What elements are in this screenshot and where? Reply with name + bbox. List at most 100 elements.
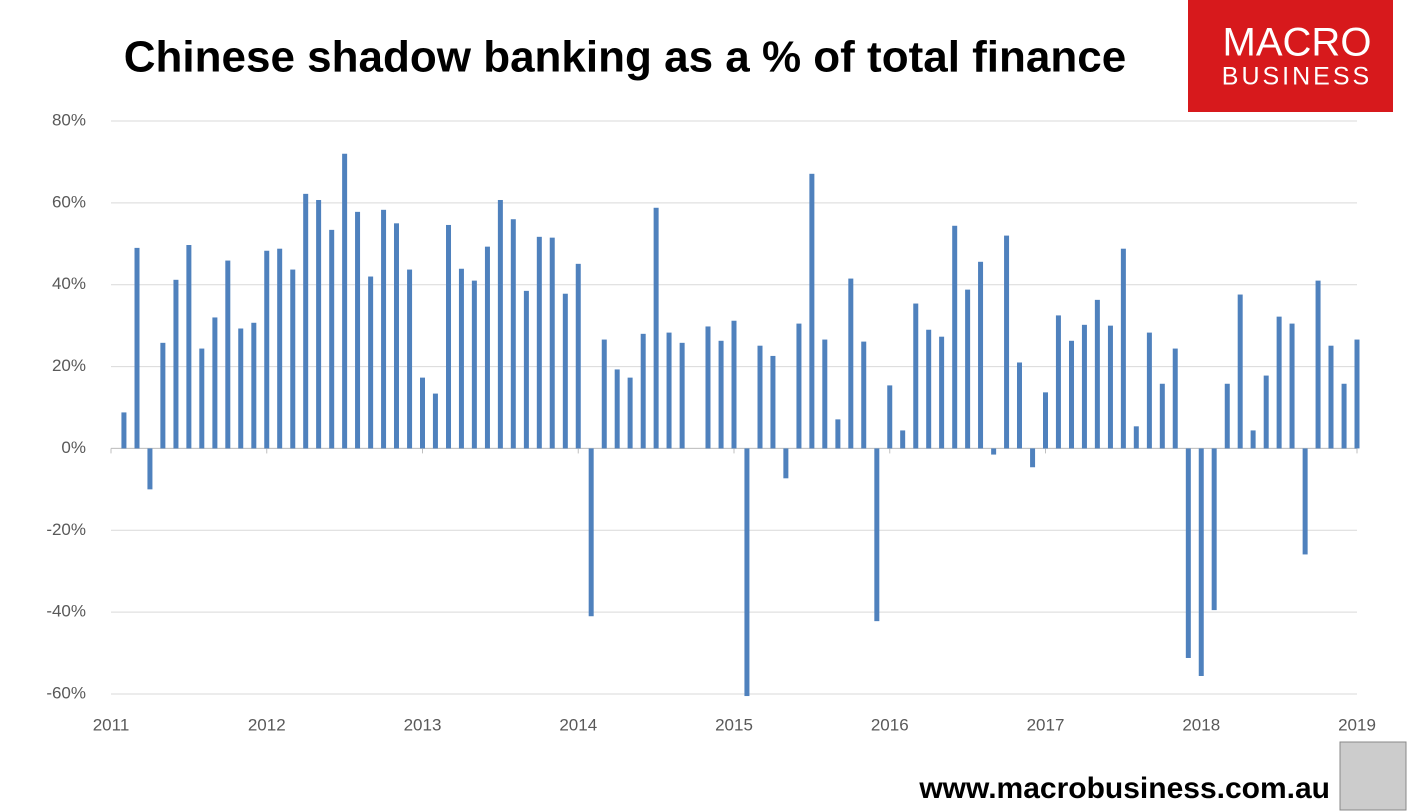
y-tick-label: -20%	[46, 520, 86, 539]
bar	[1094, 299, 1100, 449]
bar	[1211, 448, 1217, 611]
bar	[1263, 375, 1269, 449]
logo-text: BUSINESS	[1222, 63, 1372, 91]
bar	[355, 211, 361, 449]
bar	[420, 377, 425, 449]
bar	[757, 345, 763, 449]
x-tick-label: 2017	[1027, 715, 1065, 734]
bar	[1328, 345, 1334, 449]
bar	[588, 448, 594, 617]
bar	[926, 329, 932, 449]
bar	[1302, 448, 1308, 555]
bar	[1341, 383, 1347, 449]
bar	[1043, 392, 1048, 449]
bar	[796, 323, 802, 449]
x-tick-label: 2019	[1338, 715, 1376, 734]
bar	[251, 322, 257, 449]
bar	[277, 248, 283, 449]
bar	[952, 225, 958, 449]
bar	[861, 341, 867, 449]
bar	[160, 342, 166, 449]
bar	[822, 339, 828, 449]
bar	[978, 261, 984, 449]
bar	[264, 250, 270, 449]
y-tick-label: 0%	[61, 438, 86, 457]
bar	[1069, 340, 1075, 449]
bar	[393, 223, 399, 449]
bar	[225, 260, 231, 449]
bar	[329, 229, 335, 449]
logo-box	[1188, 0, 1393, 112]
bar	[1146, 332, 1152, 449]
footer-url: www.macrobusiness.com.au	[918, 772, 1330, 805]
bar	[186, 245, 192, 449]
bar	[601, 339, 607, 449]
bar	[1133, 426, 1139, 449]
bar	[1198, 448, 1204, 676]
bar	[536, 236, 542, 449]
bar	[848, 278, 854, 449]
bar	[1055, 315, 1061, 449]
bar	[1250, 430, 1256, 449]
bar	[666, 332, 672, 449]
bar	[238, 328, 244, 449]
bar	[134, 247, 140, 449]
bar	[549, 237, 555, 449]
bar	[523, 290, 529, 449]
bar	[316, 199, 322, 449]
bar	[199, 348, 205, 449]
bar	[900, 430, 906, 449]
bar	[939, 336, 945, 449]
bar	[1237, 294, 1243, 449]
bar	[381, 209, 387, 449]
bar	[1107, 325, 1113, 449]
bar	[1081, 324, 1087, 449]
bar	[731, 320, 737, 449]
bar	[770, 355, 776, 449]
y-tick-label: 80%	[52, 110, 86, 129]
bar	[1354, 339, 1360, 449]
bar	[290, 269, 296, 449]
bar	[1159, 383, 1165, 449]
bar	[368, 276, 374, 449]
bar	[1172, 348, 1178, 449]
bar	[991, 448, 997, 455]
bar	[1224, 383, 1230, 449]
bar	[121, 412, 127, 449]
bar	[1276, 316, 1282, 449]
bar	[1185, 448, 1191, 658]
bar	[783, 448, 789, 479]
fox-logo	[1339, 741, 1407, 811]
bar	[1004, 235, 1010, 449]
bar	[965, 289, 971, 449]
bar	[718, 340, 724, 449]
bar	[484, 246, 490, 449]
bar	[744, 448, 750, 697]
bar	[1030, 448, 1036, 468]
y-tick-label: 40%	[52, 274, 86, 293]
x-tick-label: 2012	[248, 715, 286, 734]
x-tick-label: 2011	[93, 715, 130, 734]
bar	[432, 393, 438, 449]
y-tick-label: -60%	[46, 683, 86, 702]
bar	[835, 419, 841, 449]
x-tick-label: 2013	[404, 715, 442, 734]
bar	[510, 219, 516, 449]
bar	[627, 377, 633, 449]
bar	[1315, 280, 1321, 449]
bar	[705, 326, 711, 449]
x-tick-label: 2016	[871, 715, 909, 734]
bar	[562, 293, 568, 449]
bar	[809, 173, 815, 449]
bar	[887, 385, 893, 449]
bar	[212, 317, 218, 449]
bar	[1120, 248, 1126, 449]
bar	[407, 269, 413, 449]
bar	[640, 333, 646, 449]
bar	[1289, 323, 1295, 449]
bar	[471, 280, 477, 449]
bar	[614, 369, 620, 449]
y-tick-label: -40%	[46, 602, 86, 621]
bar	[497, 199, 503, 449]
